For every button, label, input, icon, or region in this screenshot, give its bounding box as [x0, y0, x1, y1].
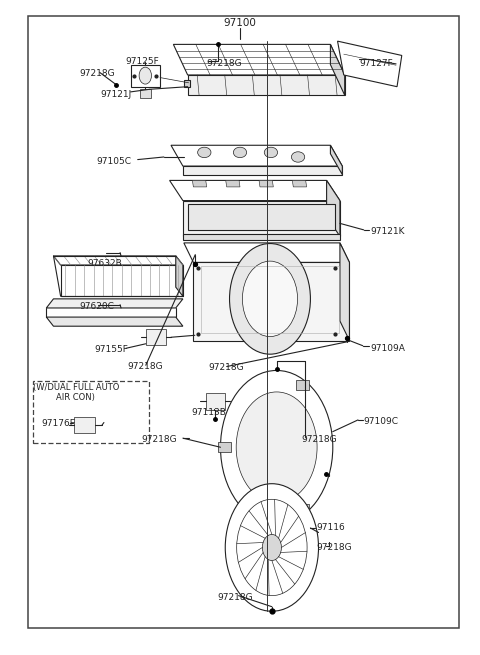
Polygon shape	[183, 200, 340, 236]
Text: 97620C: 97620C	[80, 302, 115, 311]
Polygon shape	[47, 299, 183, 308]
Text: 97218G: 97218G	[207, 59, 242, 67]
Text: 97176E: 97176E	[41, 419, 75, 428]
Polygon shape	[292, 180, 307, 187]
Circle shape	[229, 244, 311, 354]
Text: 97125F: 97125F	[126, 58, 159, 66]
Circle shape	[225, 483, 319, 611]
Text: 97109A: 97109A	[371, 344, 406, 353]
Polygon shape	[53, 256, 183, 265]
Bar	[74, 417, 96, 433]
Circle shape	[220, 371, 333, 524]
Circle shape	[237, 499, 307, 595]
Polygon shape	[226, 180, 240, 187]
Polygon shape	[326, 180, 340, 236]
Text: 97218G: 97218G	[316, 543, 352, 552]
Polygon shape	[60, 265, 183, 296]
Text: 97113B: 97113B	[192, 407, 227, 417]
Polygon shape	[330, 45, 345, 95]
Text: 97218G: 97218G	[208, 364, 243, 372]
Ellipse shape	[264, 147, 277, 158]
Text: 97218G: 97218G	[79, 69, 115, 78]
Polygon shape	[193, 263, 349, 341]
Polygon shape	[173, 45, 345, 75]
Polygon shape	[184, 243, 349, 263]
Polygon shape	[47, 317, 183, 326]
Bar	[217, 442, 231, 453]
Text: 97218G: 97218G	[302, 435, 337, 444]
Text: 97218G: 97218G	[217, 593, 253, 602]
Text: 97127F: 97127F	[359, 60, 393, 68]
Text: (W/DUAL FULL AUTO: (W/DUAL FULL AUTO	[33, 383, 119, 392]
Bar	[140, 88, 151, 98]
Polygon shape	[188, 204, 335, 230]
Circle shape	[263, 534, 281, 561]
Polygon shape	[176, 256, 183, 296]
FancyBboxPatch shape	[131, 65, 160, 86]
Ellipse shape	[291, 152, 305, 162]
Bar	[146, 329, 166, 345]
Text: 97155F: 97155F	[95, 345, 129, 354]
Polygon shape	[192, 180, 207, 187]
Text: 97218G: 97218G	[127, 362, 163, 371]
Text: AIR CON): AIR CON)	[57, 392, 95, 402]
Circle shape	[139, 67, 152, 84]
Text: 97116: 97116	[316, 523, 345, 533]
Polygon shape	[330, 145, 342, 174]
Text: 97121J: 97121J	[101, 90, 132, 99]
Text: 97100: 97100	[224, 18, 256, 28]
Text: 97632B: 97632B	[87, 259, 122, 268]
Circle shape	[236, 392, 317, 502]
Polygon shape	[184, 80, 190, 86]
Circle shape	[242, 261, 298, 337]
Polygon shape	[171, 145, 342, 166]
Bar	[296, 504, 310, 514]
Ellipse shape	[233, 147, 247, 158]
Bar	[296, 380, 310, 390]
Polygon shape	[169, 180, 340, 200]
Text: 97121K: 97121K	[371, 227, 405, 236]
Text: 97218G: 97218G	[141, 435, 177, 444]
Polygon shape	[188, 75, 345, 95]
Polygon shape	[337, 41, 402, 86]
Polygon shape	[183, 166, 342, 174]
Text: 97109C: 97109C	[364, 417, 399, 426]
Polygon shape	[259, 180, 273, 187]
Bar	[33, 381, 149, 443]
Bar	[206, 392, 225, 409]
Text: 97105C: 97105C	[96, 157, 132, 166]
Polygon shape	[340, 243, 349, 341]
Ellipse shape	[198, 147, 211, 158]
Polygon shape	[183, 234, 340, 240]
